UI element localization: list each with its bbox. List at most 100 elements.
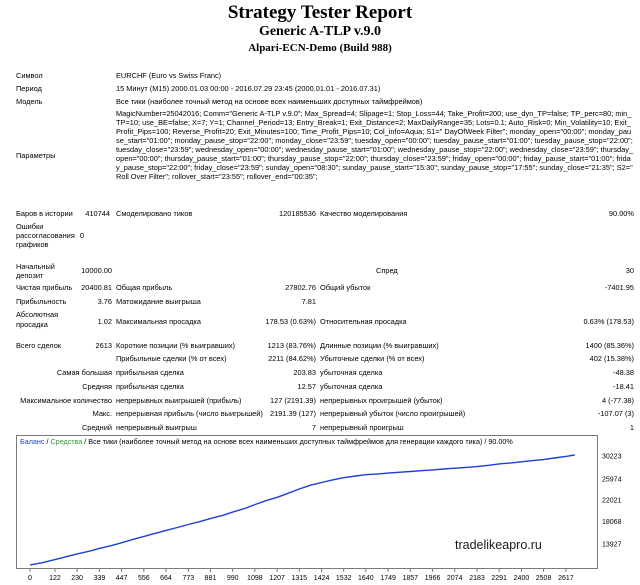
balance-chart-plot: [16, 435, 598, 569]
server-name: Alpari-ECN-Demo (Build 988): [248, 42, 392, 54]
short-label: Короткие позиции (% выигравших): [116, 341, 235, 350]
max-consec-wins-value: 127 (2191.39): [269, 396, 316, 405]
abs-dd-value: 1.02: [97, 317, 112, 326]
x-tick-label: 1098: [247, 575, 263, 582]
avg-consec-wins-value: 7: [311, 423, 316, 432]
abs-dd-label-2: просадка: [16, 320, 48, 329]
bars-value: 410744: [85, 209, 110, 218]
max-consec-losses-value: 4 (-77.38): [601, 396, 634, 405]
y-tick-label: 18068: [602, 519, 622, 526]
x-tick-label: 230: [71, 575, 83, 582]
avg-consec-losses-label: непрерывный проигрыш: [320, 423, 404, 432]
total-trades-label: Всего сделок: [16, 341, 62, 350]
max-dd-label: Максимальная просадка: [116, 317, 201, 326]
maximal-loss-label: непрерывный убыток (число проигрышей): [320, 409, 466, 418]
x-tick-label: 1207: [269, 575, 285, 582]
x-tick-label: 1749: [380, 575, 396, 582]
bars-label: Баров в истории: [16, 209, 73, 218]
x-tick-label: 2074: [447, 575, 463, 582]
long-value: 1400 (85.36%): [585, 341, 634, 350]
max-consec-losses-label: непрерывных проигрышей (убыток): [320, 396, 443, 405]
largest-loss-value: -48.38: [613, 368, 634, 377]
ticks-label: Смоделировано тиков: [116, 209, 193, 218]
errors-label-2: рассогласования: [16, 231, 75, 240]
period-label: Период: [16, 84, 42, 93]
profit-factor-label: Прибыльность: [16, 297, 67, 306]
x-tick-label: 339: [94, 575, 106, 582]
params-value: MagicNumber=25042016; Comm="Generic A-TL…: [116, 109, 634, 181]
maximal-profit-label: непрерывная прибыль (число выигрышей): [116, 409, 263, 418]
model-value: Все тики (наиболее точный метод на основ…: [116, 97, 423, 106]
quality-label: Качество моделирования: [320, 209, 408, 218]
deposit-value: 10000.00: [81, 266, 112, 275]
x-tick-label: 1966: [425, 575, 441, 582]
max-dd-value: 178.53 (0.63%): [265, 317, 316, 326]
average-loss-label: убыточная сделка: [320, 382, 383, 391]
net-profit-value: 20400.81: [81, 283, 112, 292]
maximal-loss-value: -107.07 (3): [597, 409, 634, 418]
net-profit-label: Чистая прибыль: [16, 283, 73, 292]
largest-loss-label: убыточная сделка: [320, 368, 383, 377]
x-tick-label: 2508: [536, 575, 552, 582]
y-tick-label: 25974: [602, 476, 622, 483]
largest-profit-label: прибыльная сделка: [116, 368, 184, 377]
average-label: Средняя: [82, 382, 112, 391]
loss-trades-value: 402 (15.38%): [589, 354, 634, 363]
x-tick-label: 773: [182, 575, 194, 582]
x-tick-label: 0: [28, 575, 32, 582]
x-tick-label: 1315: [291, 575, 307, 582]
x-tick-label: 2400: [514, 575, 530, 582]
rel-dd-label: Относительная просадка: [320, 317, 407, 326]
expected-payoff-value: 7.81: [301, 297, 316, 306]
spread-label: Спред: [376, 266, 398, 275]
largest-label: Самая большая: [56, 368, 112, 377]
x-tick-label: 1424: [314, 575, 330, 582]
y-tick-label: 13927: [602, 541, 622, 548]
avg-consec-wins-label: непрерывный выигрыш: [116, 423, 197, 432]
y-tick-label: 22021: [602, 498, 622, 505]
gross-profit-value: 27802.76: [285, 283, 316, 292]
gross-loss-value: -7401.95: [604, 283, 634, 292]
x-tick-label: 122: [49, 575, 61, 582]
profit-trades-value: 2211 (84.62%): [268, 354, 316, 363]
report-title: Strategy Tester Report: [227, 2, 413, 23]
symbol-label: Символ: [16, 71, 43, 80]
x-tick-label: 2183: [469, 575, 485, 582]
profit-factor-value: 3.76: [97, 297, 112, 306]
period-value: 15 Минут (M15) 2000.01.03 00:00 - 2016.0…: [116, 84, 381, 93]
max-consec-wins-label: непрерывных выигрышей (прибыль): [116, 396, 242, 405]
x-tick-label: 2291: [491, 575, 507, 582]
ea-name: Generic A-TLP v.9.0: [258, 24, 382, 39]
max-consec-label: Максимальное количество: [20, 396, 112, 405]
errors-value: 0: [79, 231, 84, 240]
errors-label-1: Ошибки: [16, 222, 44, 231]
average-profit-value: 12.57: [297, 382, 317, 391]
gross-loss-label: Общий убыток: [320, 283, 371, 292]
params-label: Параметры: [16, 151, 56, 160]
x-tick-label: 990: [227, 575, 239, 582]
average-profit-label: прибыльная сделка: [116, 382, 184, 391]
ticks-value: 120185536: [279, 209, 316, 218]
gross-profit-label: Общая прибыль: [116, 283, 173, 292]
quality-value: 90.00%: [608, 209, 634, 218]
maximal-label: Макс.: [92, 409, 112, 418]
expected-payoff-label: Матожидание выигрыша: [116, 297, 201, 306]
watermark: tradelikeapro.ru: [455, 538, 542, 552]
loss-trades-label: Убыточные сделки (% от всех): [320, 354, 425, 363]
x-tick-label: 556: [138, 575, 150, 582]
x-tick-label: 1857: [402, 575, 418, 582]
avg-consec-label: Средний: [81, 423, 112, 432]
abs-dd-label-1: Абсолютная: [16, 310, 59, 319]
chart-legend: Баланс / Средства / Все тики (наиболее т…: [20, 437, 513, 446]
rel-dd-value: 0.63% (178.53): [583, 317, 634, 326]
y-tick-label: 30223: [602, 453, 622, 460]
maximal-profit-value: 2191.39 (127): [269, 409, 316, 418]
deposit-label-1: Начальный: [16, 262, 55, 271]
profit-trades-label: Прибыльные сделки (% от всех): [116, 354, 227, 363]
x-tick-label: 1640: [358, 575, 374, 582]
spread-value: 30: [625, 266, 634, 275]
short-value: 1213 (83.76%): [267, 341, 316, 350]
avg-consec-losses-value: 1: [629, 423, 634, 432]
largest-profit-value: 203.83: [293, 368, 316, 377]
errors-label-3: графиков: [16, 240, 49, 249]
